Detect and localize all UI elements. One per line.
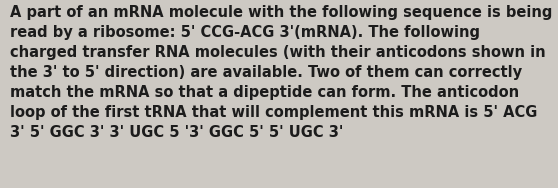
Text: A part of an mRNA molecule with the following sequence is being
read by a riboso: A part of an mRNA molecule with the foll…: [10, 5, 552, 140]
